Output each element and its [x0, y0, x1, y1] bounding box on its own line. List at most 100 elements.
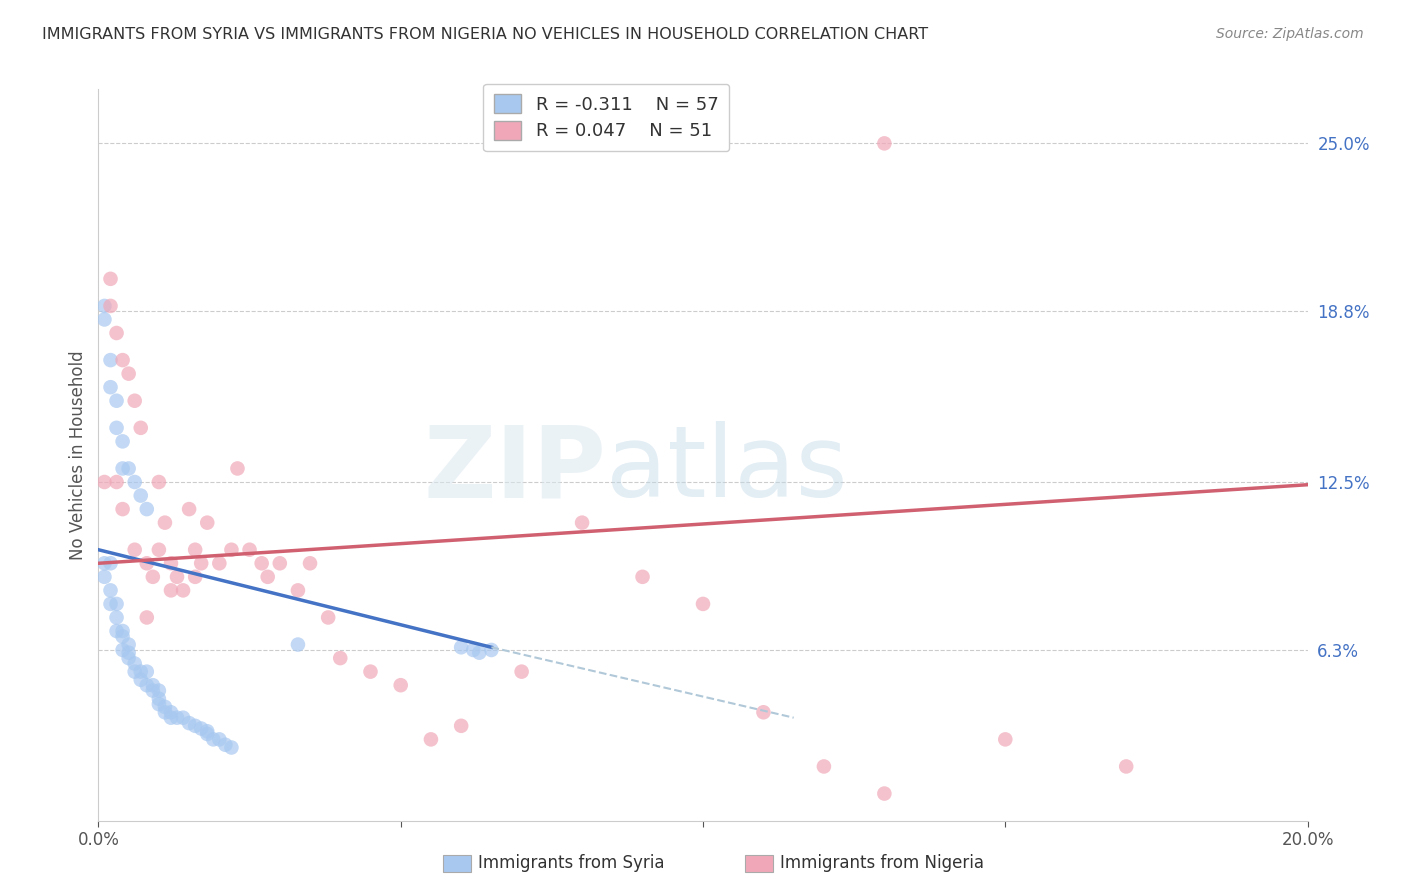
Point: [389, 678, 412, 692]
Point: [250, 556, 273, 570]
Point: [100, 380, 122, 394]
Text: IMMIGRANTS FROM SYRIA VS IMMIGRANTS FROM NIGERIA NO VEHICLES IN HOUSEHOLD CORREL: IMMIGRANTS FROM SYRIA VS IMMIGRANTS FROM…: [42, 27, 928, 42]
Point: [142, 683, 165, 698]
Point: [100, 556, 122, 570]
Text: Immigrants from Nigeria: Immigrants from Nigeria: [780, 855, 984, 872]
Point: [148, 683, 170, 698]
Point: [129, 673, 152, 687]
Point: [160, 556, 183, 570]
Point: [111, 461, 134, 475]
Point: [111, 434, 134, 449]
Point: [118, 646, 141, 660]
Point: [195, 724, 218, 739]
Point: [148, 697, 170, 711]
Point: [111, 502, 134, 516]
Point: [111, 643, 134, 657]
Point: [221, 542, 243, 557]
Point: [100, 353, 122, 368]
Point: [93, 312, 115, 326]
Point: [100, 583, 122, 598]
Point: [195, 727, 218, 741]
Point: [135, 678, 157, 692]
Point: [184, 719, 207, 733]
Point: [100, 299, 122, 313]
Point: [166, 711, 188, 725]
Point: [510, 665, 533, 679]
Point: [93, 556, 115, 570]
Point: [256, 570, 278, 584]
Point: [93, 299, 115, 313]
Point: [239, 542, 262, 557]
Point: [148, 691, 170, 706]
Point: [179, 502, 201, 516]
Point: [124, 393, 146, 408]
Point: [692, 597, 714, 611]
Point: [420, 732, 443, 747]
Point: [148, 542, 170, 557]
Point: [105, 393, 128, 408]
Point: [129, 421, 152, 435]
Point: [208, 556, 231, 570]
Point: [468, 646, 491, 660]
Point: [299, 556, 322, 570]
Point: [105, 326, 128, 340]
Point: [124, 657, 146, 671]
Point: [190, 556, 212, 570]
Text: ZIP: ZIP: [423, 421, 606, 518]
Point: [129, 489, 152, 503]
Point: [142, 678, 165, 692]
Point: [571, 516, 593, 530]
Point: [118, 461, 141, 475]
Point: [631, 570, 654, 584]
Point: [118, 367, 141, 381]
Point: [100, 272, 122, 286]
Point: [316, 610, 339, 624]
Point: [93, 570, 115, 584]
Point: [105, 610, 128, 624]
Point: [105, 597, 128, 611]
Point: [105, 475, 128, 489]
Point: [873, 136, 896, 151]
Point: [118, 651, 141, 665]
Point: [148, 475, 170, 489]
Point: [135, 502, 157, 516]
Point: [221, 740, 243, 755]
Point: [111, 629, 134, 643]
Text: Immigrants from Syria: Immigrants from Syria: [478, 855, 665, 872]
Text: Source: ZipAtlas.com: Source: ZipAtlas.com: [1216, 27, 1364, 41]
Point: [226, 461, 249, 475]
Point: [450, 640, 472, 655]
Point: [153, 706, 176, 720]
Legend: R = -0.311    N = 57, R = 0.047    N = 51: R = -0.311 N = 57, R = 0.047 N = 51: [484, 84, 730, 151]
Point: [111, 624, 134, 638]
Point: [118, 638, 141, 652]
Point: [329, 651, 352, 665]
Point: [752, 706, 775, 720]
Point: [160, 711, 183, 725]
Point: [105, 421, 128, 435]
Point: [269, 556, 291, 570]
Point: [1115, 759, 1137, 773]
Point: [135, 556, 157, 570]
Point: [111, 353, 134, 368]
Point: [160, 706, 183, 720]
Point: [124, 542, 146, 557]
Point: [166, 570, 188, 584]
Point: [994, 732, 1017, 747]
Point: [142, 570, 165, 584]
Point: [124, 475, 146, 489]
Point: [214, 738, 236, 752]
Point: [153, 516, 176, 530]
Point: [135, 610, 157, 624]
Point: [208, 732, 231, 747]
Point: [481, 643, 503, 657]
Point: [100, 597, 122, 611]
Point: [179, 716, 201, 731]
Point: [195, 516, 218, 530]
Point: [287, 638, 309, 652]
Point: [287, 583, 309, 598]
Point: [129, 665, 152, 679]
Point: [172, 711, 194, 725]
Point: [124, 665, 146, 679]
Point: [463, 643, 485, 657]
